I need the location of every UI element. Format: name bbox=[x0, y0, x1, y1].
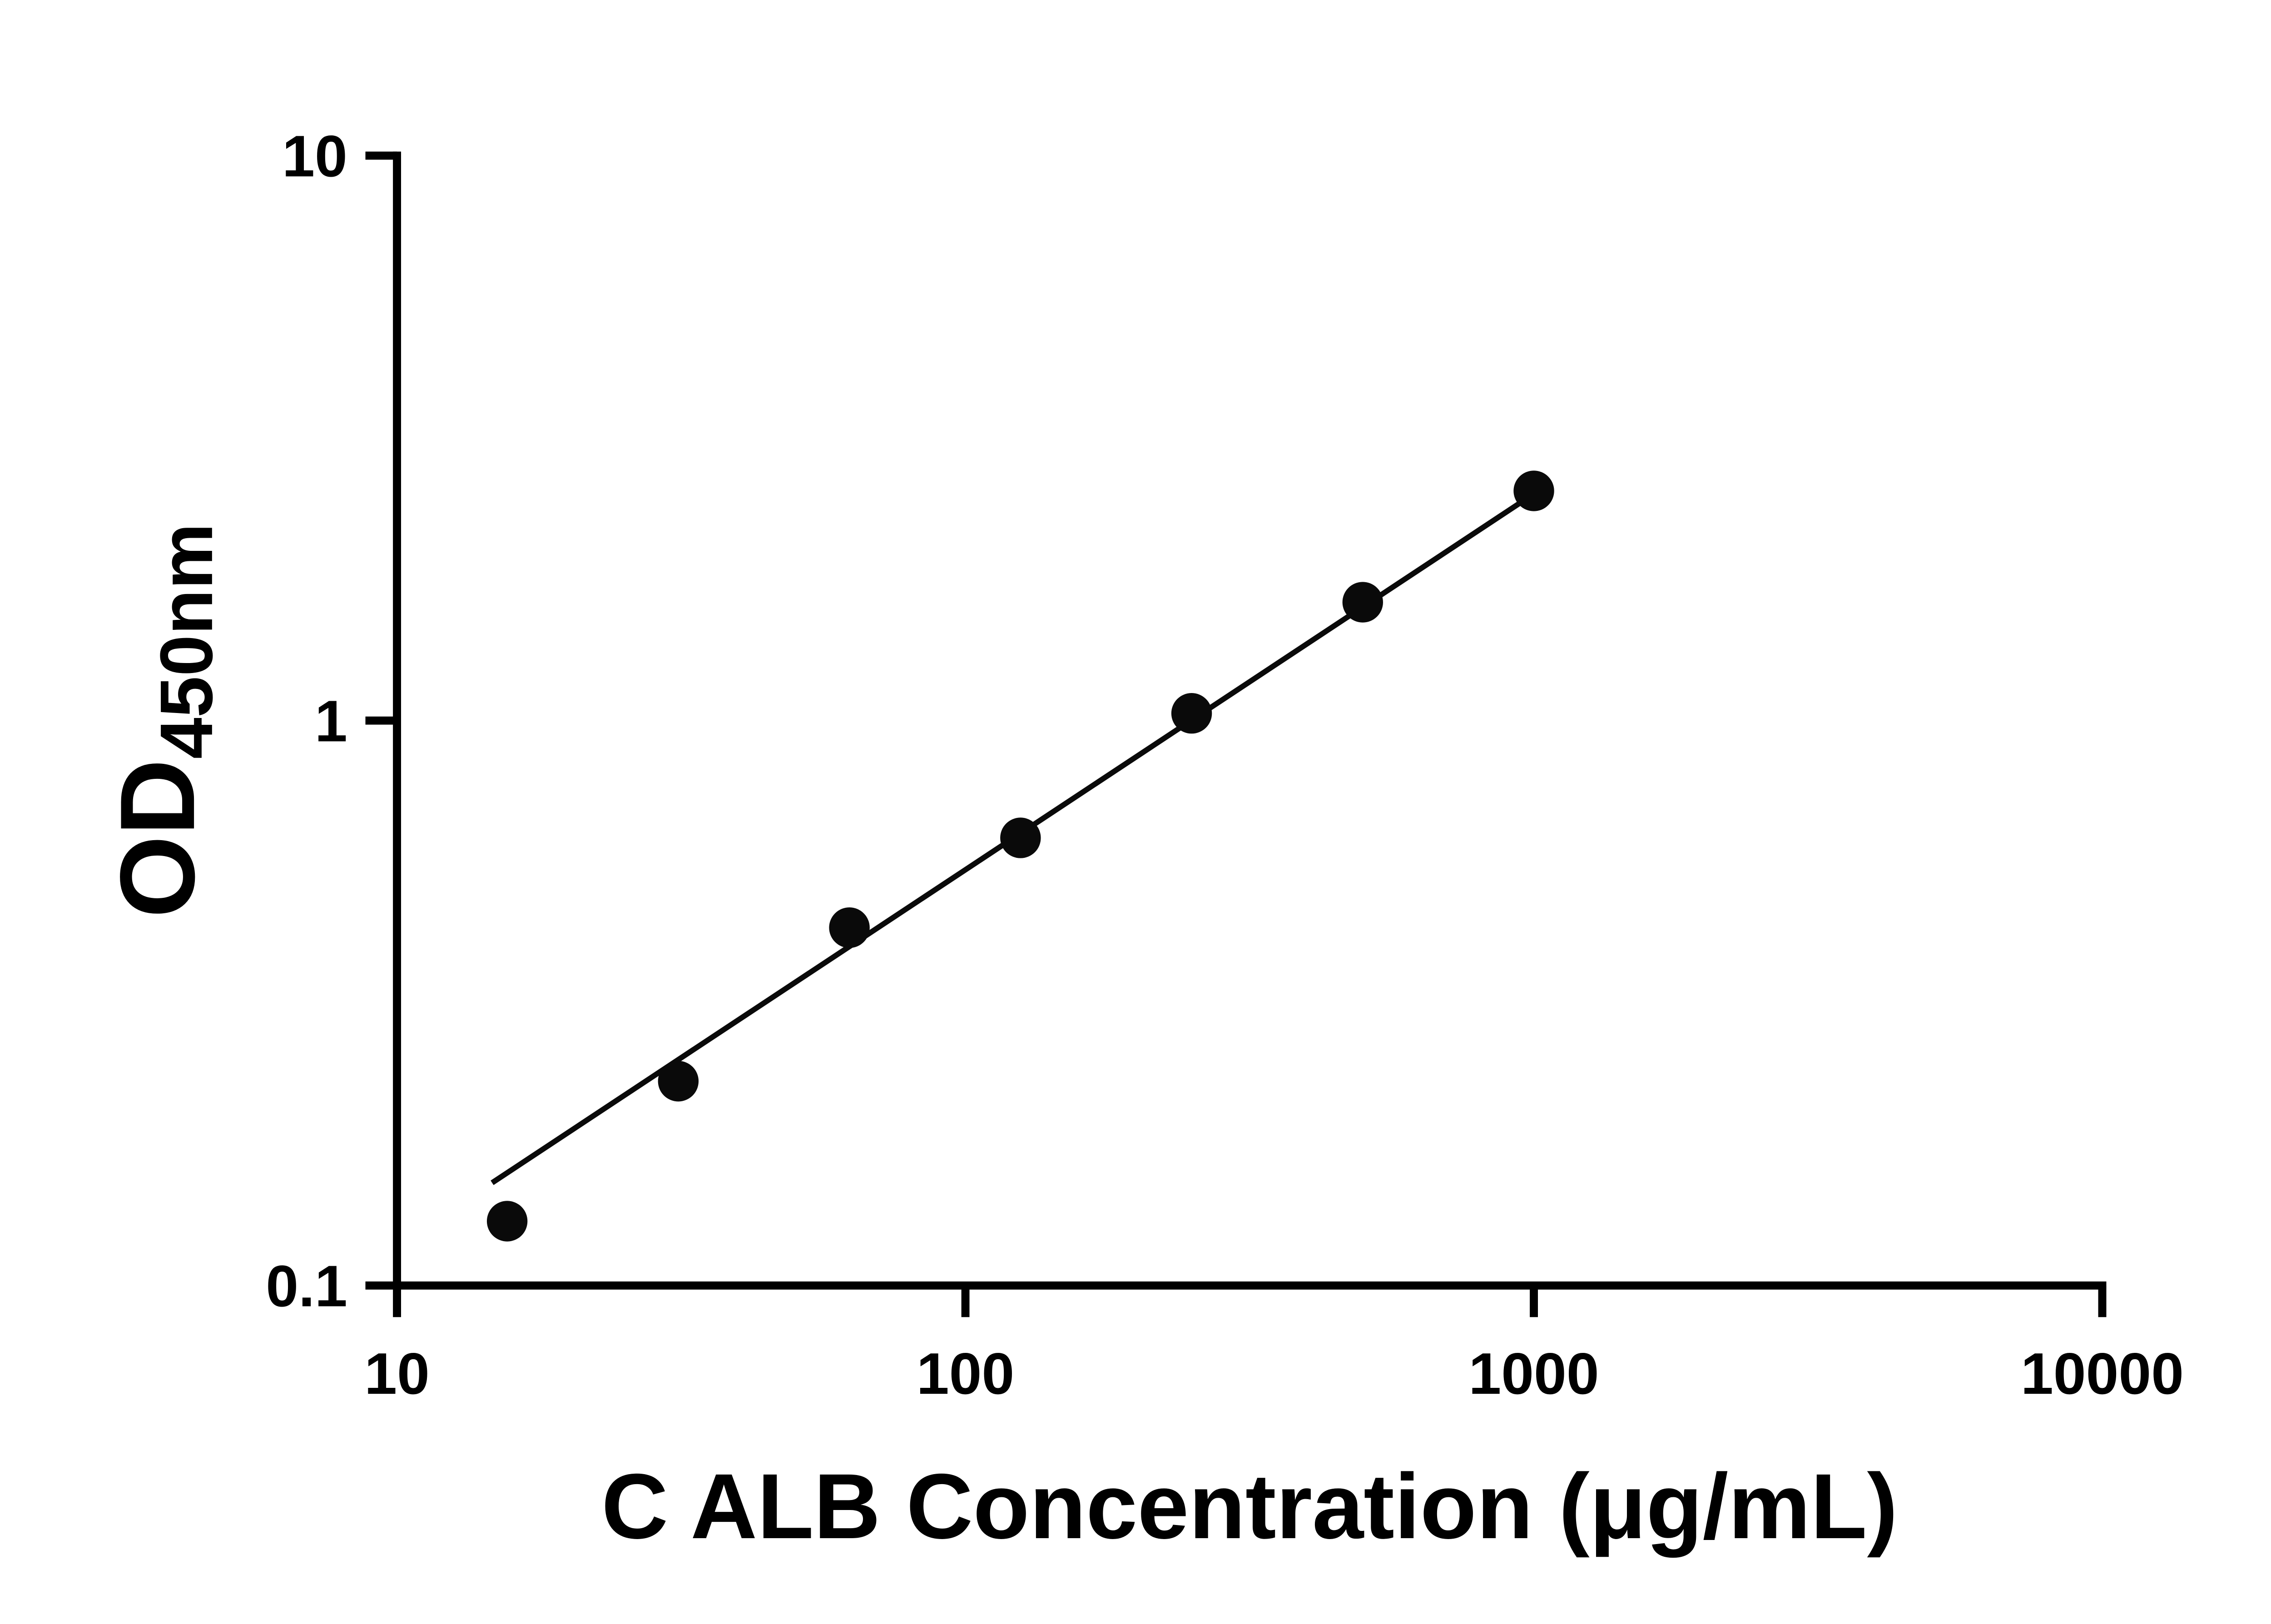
data-point bbox=[658, 1061, 699, 1102]
x-tick-label: 10 bbox=[364, 1341, 430, 1406]
data-point bbox=[1342, 582, 1383, 623]
y-tick-label: 0.1 bbox=[266, 1253, 347, 1319]
axes-layer bbox=[393, 151, 2107, 1290]
y-axis-title-main: OD bbox=[99, 759, 217, 918]
x-tick-label: 10000 bbox=[2021, 1341, 2184, 1406]
series-layer bbox=[486, 470, 1554, 1242]
data-point bbox=[1171, 693, 1212, 734]
y-tick-label: 1 bbox=[315, 688, 347, 754]
y-tick-label: 10 bbox=[282, 124, 347, 189]
x-tick-label: 1000 bbox=[1468, 1341, 1599, 1406]
data-point bbox=[829, 907, 870, 948]
x-tick-label: 100 bbox=[917, 1341, 1014, 1406]
x-axis-title: C ALB Concentration (μg/mL) bbox=[601, 1455, 1898, 1558]
y-axis-title-subscript: 450nm bbox=[145, 523, 228, 759]
y-axis-title: OD450nm bbox=[99, 523, 228, 918]
data-point bbox=[486, 1201, 528, 1242]
data-point bbox=[1513, 470, 1554, 511]
axis-labels-layer: C ALB Concentration (μg/mL) OD450nm bbox=[99, 523, 1898, 1558]
ticks-layer: 10 100 1000 10000 0.1 1 10 bbox=[266, 124, 2184, 1406]
data-point bbox=[1000, 817, 1041, 858]
